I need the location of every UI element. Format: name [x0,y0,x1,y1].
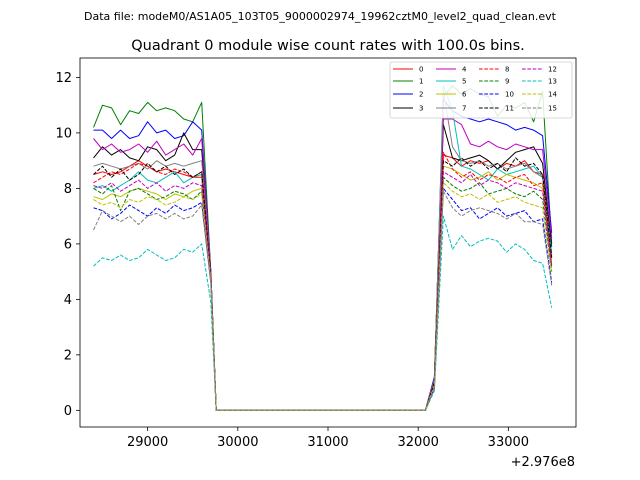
x-tick-label: 33000 [488,435,529,450]
legend-label-12: 12 [548,66,557,74]
legend-label-8: 8 [505,66,509,74]
legend-label-13: 13 [548,78,557,86]
legend-label-11: 11 [505,105,514,113]
y-axis: 0 2 4 6 8 10 12 [55,71,80,419]
figure-suptitle: Data file: modeM0/AS1A05_103T05_90000029… [84,10,557,23]
x-tick-label: 32000 [398,435,439,450]
y-tick-label: 4 [64,293,72,308]
legend-label-1: 1 [419,78,423,86]
legend-label-9: 9 [505,78,509,86]
legend-label-7: 7 [462,105,466,113]
legend-label-5: 5 [462,78,466,86]
legend-label-15: 15 [548,105,557,113]
series-line-10 [93,187,553,411]
legend-frame [389,61,573,119]
legend-label-2: 2 [419,91,423,99]
x-tick-label: 31000 [307,435,348,450]
series-line-15 [93,190,553,411]
y-tick-label: 8 [64,182,72,197]
plot-area [79,57,577,428]
y-tick-label: 10 [55,126,72,141]
axes-background [80,58,576,427]
series-line-14 [93,182,553,411]
legend-label-4: 4 [462,66,467,74]
y-tick-label: 12 [55,71,72,86]
legend-label-3: 3 [419,105,423,113]
x-tick-label: 30000 [217,435,258,450]
y-tick-label: 2 [64,348,72,363]
series-line-8 [93,151,553,411]
x-axis: 29000 30000 31000 32000 33000 [127,427,529,450]
y-tick-label: 6 [64,237,72,252]
legend-label-0: 0 [419,66,423,74]
series-layer [93,85,553,411]
x-offset-label: +2.976e8 [511,455,575,470]
x-tick-label: 29000 [127,435,168,450]
y-tick-label: 0 [64,404,72,419]
legend-label-14: 14 [548,91,557,99]
chart-title: Quadrant 0 module wise count rates with … [131,38,525,54]
legend-label-6: 6 [462,91,467,99]
legend-label-10: 10 [505,91,514,99]
